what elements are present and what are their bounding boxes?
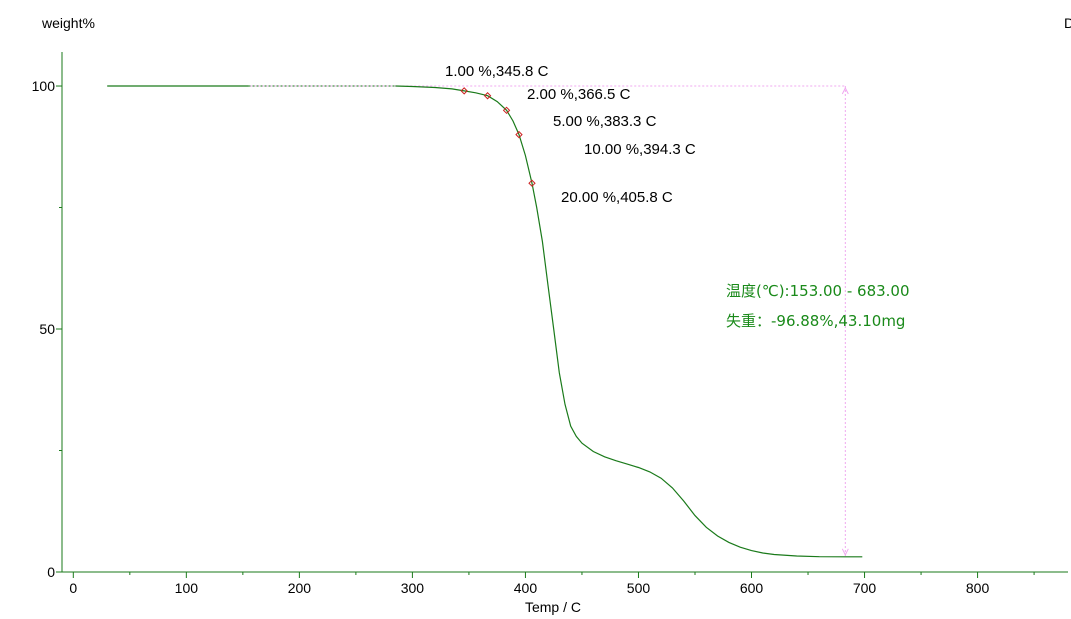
corner-label: D (1064, 15, 1071, 31)
x-tick-label: 800 (966, 580, 990, 596)
x-tick-label: 0 (69, 580, 77, 596)
marker-layer: 1.00 %,345.8 C 2.00 %,366.5 C 5.00 %,383.3… (445, 63, 696, 206)
y-tick-label: 100 (32, 78, 56, 94)
marker-label: 5.00 %,383.3 C (553, 113, 657, 130)
y-tick-label: 50 (39, 321, 55, 337)
x-tick-label: 300 (401, 580, 425, 596)
data-marker (502, 106, 511, 115)
marker-label: 20.00 %,405.8 C (561, 189, 673, 206)
x-tick-label: 600 (740, 580, 764, 596)
x-tick-label: 500 (627, 580, 651, 596)
x-tick-label: 100 (175, 580, 199, 596)
x-tick-label: 700 (853, 580, 877, 596)
x-tick-label: 200 (288, 580, 312, 596)
y-axis-title: weight% (41, 15, 95, 31)
y-tick-label: 0 (47, 564, 55, 580)
marker-label: 10.00 %,394.3 C (584, 141, 696, 158)
marker-label: 1.00 %,345.8 C (445, 63, 549, 80)
axes-layer: 0 100 200 300 400 500 600 700 800 0 50 100 (32, 52, 1068, 596)
x-axis-title: Temp / C (525, 599, 581, 615)
data-marker (460, 87, 468, 95)
weight-loss-annotation: 失重：-96.88%,43.10mg (726, 312, 905, 330)
step-arrow-bottom (841, 548, 849, 556)
data-marker (483, 92, 492, 100)
step-arrow-top (841, 86, 849, 95)
data-marker (515, 130, 523, 139)
data-marker (528, 179, 536, 187)
weight-curve (395, 85, 863, 558)
marker-label: 2.00 %,366.5 C (527, 86, 631, 103)
series-layer (107, 85, 863, 558)
temperature-range-annotation: 温度(℃):153.00 - 683.00 (726, 282, 910, 300)
x-tick-label: 400 (514, 580, 538, 596)
step-layer (246, 85, 849, 557)
